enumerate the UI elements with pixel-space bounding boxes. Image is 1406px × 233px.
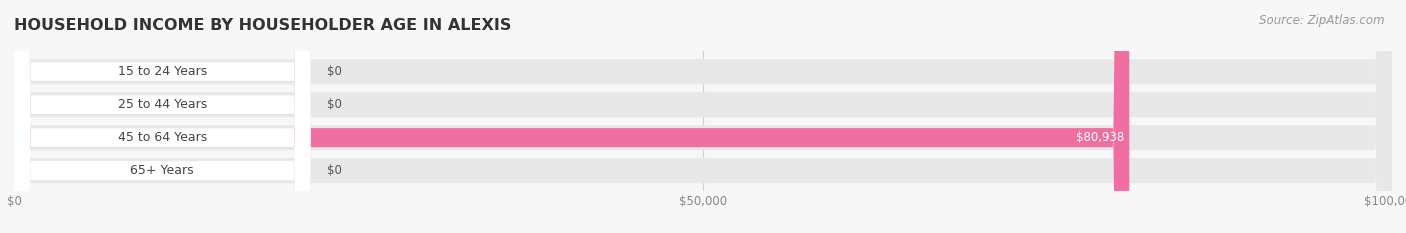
Text: HOUSEHOLD INCOME BY HOUSEHOLDER AGE IN ALEXIS: HOUSEHOLD INCOME BY HOUSEHOLDER AGE IN A…: [14, 18, 512, 33]
Text: $0: $0: [326, 65, 342, 78]
FancyBboxPatch shape: [14, 0, 1392, 233]
FancyBboxPatch shape: [14, 0, 311, 233]
FancyBboxPatch shape: [14, 0, 311, 233]
FancyBboxPatch shape: [14, 0, 311, 233]
FancyBboxPatch shape: [14, 0, 1392, 233]
Text: 15 to 24 Years: 15 to 24 Years: [118, 65, 207, 78]
Text: $80,938: $80,938: [1076, 131, 1123, 144]
FancyBboxPatch shape: [14, 0, 1392, 233]
Text: $0: $0: [326, 164, 342, 177]
Text: $0: $0: [326, 98, 342, 111]
FancyBboxPatch shape: [14, 0, 311, 233]
FancyBboxPatch shape: [14, 0, 311, 233]
Text: 25 to 44 Years: 25 to 44 Years: [118, 98, 207, 111]
Text: 65+ Years: 65+ Years: [131, 164, 194, 177]
FancyBboxPatch shape: [14, 0, 311, 233]
Text: Source: ZipAtlas.com: Source: ZipAtlas.com: [1260, 14, 1385, 27]
FancyBboxPatch shape: [14, 0, 1129, 233]
FancyBboxPatch shape: [14, 0, 1392, 233]
Text: 45 to 64 Years: 45 to 64 Years: [118, 131, 207, 144]
FancyBboxPatch shape: [14, 0, 311, 233]
